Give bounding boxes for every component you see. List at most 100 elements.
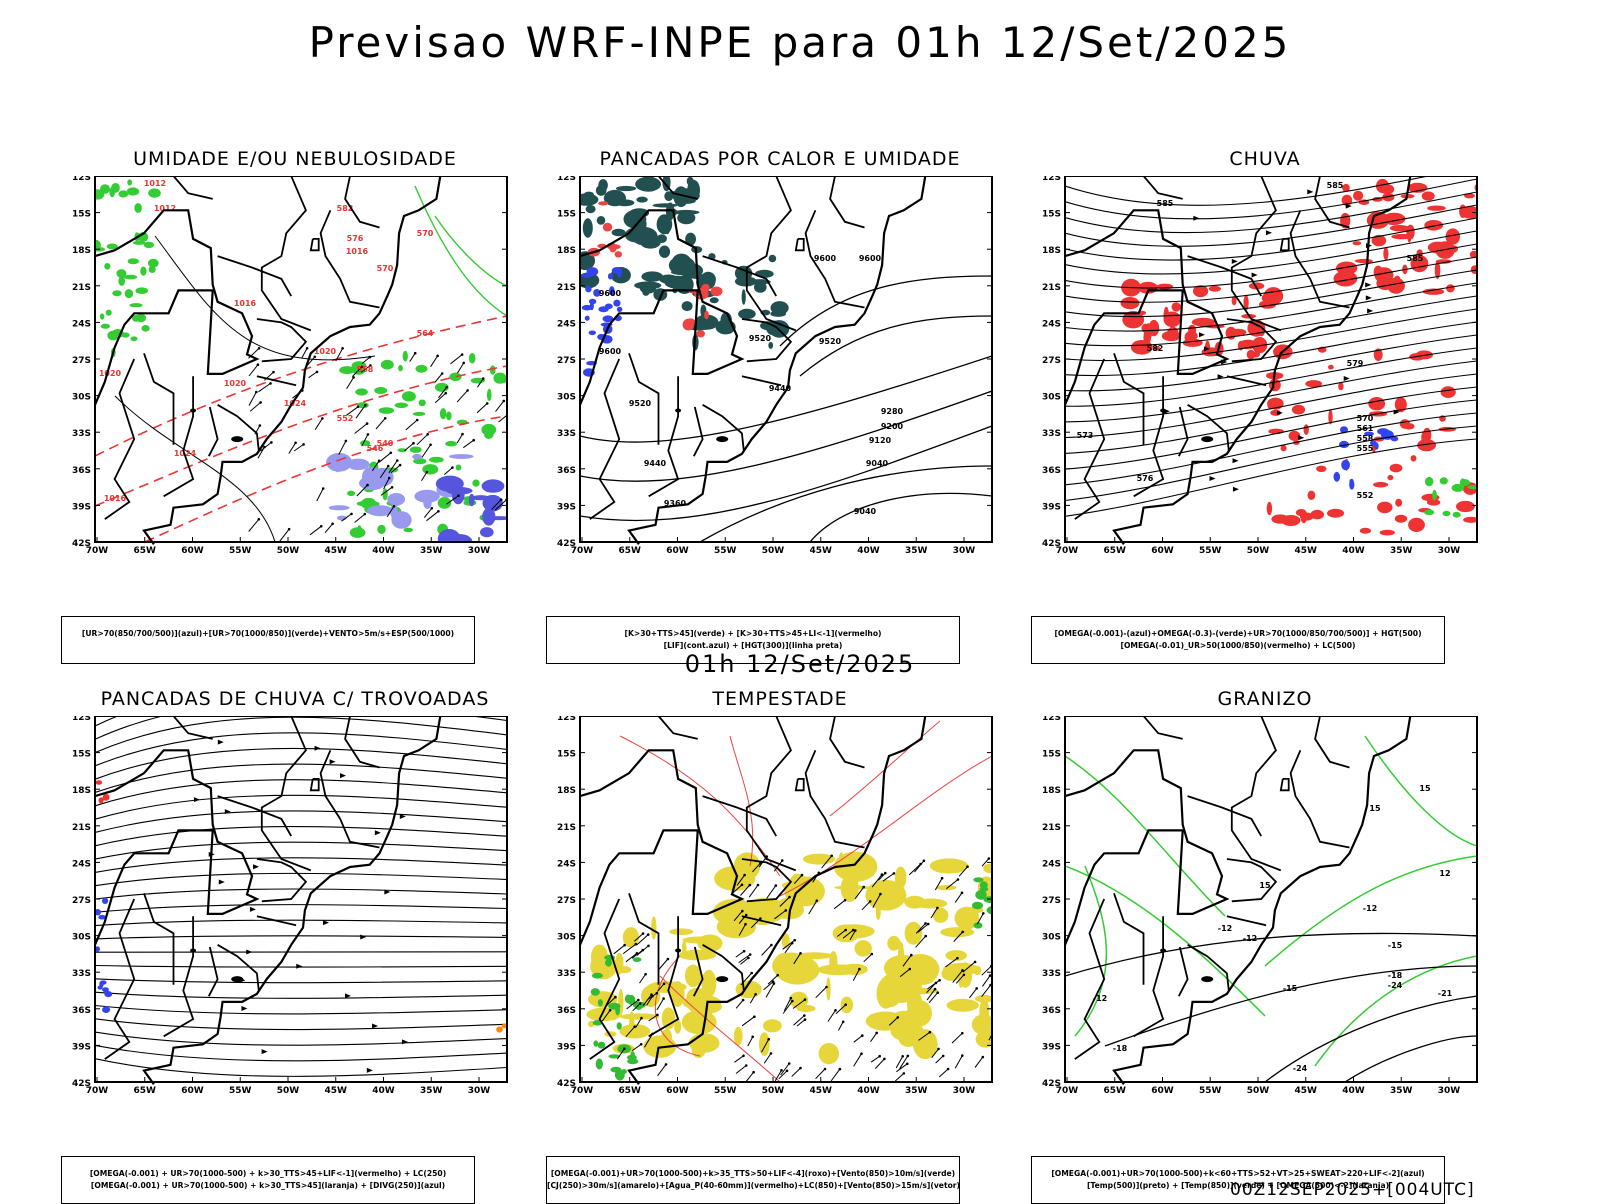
data-layer: 9600 9600 9600 9520 9520 9520 9440 9440 9360 9280… xyxy=(580,176,992,542)
shaded-cell xyxy=(760,321,776,331)
lat-tick-label: 42S xyxy=(1042,1079,1061,1089)
wind-vector-head xyxy=(878,1054,881,1058)
contour-label: 585 xyxy=(1407,254,1424,263)
shaded-cell xyxy=(671,253,692,271)
wind-vector xyxy=(988,1033,992,1041)
shaded-cell xyxy=(105,309,112,316)
wind-vector-head xyxy=(982,912,985,915)
shaded-cell xyxy=(605,958,612,967)
shaded-cell xyxy=(685,318,696,326)
panel-legend: [OMEGA(-0.001)+UR>70(1000-500)+k>35_TTS>… xyxy=(546,1156,960,1204)
streamline xyxy=(95,919,507,927)
shaded-cell xyxy=(712,898,756,926)
shaded-cell xyxy=(675,200,680,206)
streamline xyxy=(1065,373,1477,439)
shaded-cell xyxy=(1439,477,1448,485)
shaded-cell xyxy=(826,977,831,1001)
wind-vector-head xyxy=(257,518,261,521)
shaded-cell xyxy=(1380,184,1395,195)
wind-vector xyxy=(928,992,939,1004)
shaded-cell xyxy=(472,479,480,487)
shaded-cell xyxy=(741,289,746,305)
wind-vector-head xyxy=(350,512,353,516)
wind-vector-head xyxy=(640,1016,643,1020)
wind-vector-head xyxy=(753,1015,756,1018)
wind-vector-head xyxy=(800,873,804,877)
wind-vector xyxy=(849,930,856,941)
lon-tick-label: 35W xyxy=(420,1086,443,1096)
shaded-cell xyxy=(887,935,901,951)
shaded-cell xyxy=(1156,283,1174,290)
shaded-cell xyxy=(1470,265,1477,274)
wind-vector xyxy=(931,1048,939,1059)
wind-vector-head xyxy=(413,351,417,355)
shaded-cell xyxy=(380,359,394,370)
shaded-cell xyxy=(98,797,104,803)
lon-tick-label: 45W xyxy=(810,1086,833,1096)
wind-vector xyxy=(917,923,929,933)
contour-label: 540 xyxy=(377,439,394,448)
shaded-cell xyxy=(840,874,859,902)
contour-label: 1016 xyxy=(104,494,127,503)
lat-tick-label: 12S xyxy=(1042,716,1061,723)
contour-line xyxy=(1065,932,1477,977)
wind-vector-head xyxy=(799,1066,802,1070)
lat-tick-label: 21S xyxy=(72,283,91,293)
wind-vector-head xyxy=(750,971,753,975)
map-frame xyxy=(1064,716,1478,1083)
streamline xyxy=(1065,243,1477,289)
shaded-cell xyxy=(1263,287,1284,305)
lon-tick-label: 60W xyxy=(181,1086,204,1096)
shaded-area-group xyxy=(496,1023,507,1033)
panel-umidade: UMIDADE E/OU NEBULOSIDADE 1012 1012 1016 10… xyxy=(45,148,545,664)
contour-line xyxy=(414,185,507,317)
wind-vector xyxy=(833,899,846,910)
shaded-cell xyxy=(132,315,140,322)
wind-vector-head xyxy=(741,909,744,913)
shaded-cell xyxy=(973,877,984,883)
wind-vector-head xyxy=(752,1070,755,1074)
wind-vector-head xyxy=(321,487,325,490)
wind-vector-head xyxy=(780,1069,783,1072)
wind-vector xyxy=(301,348,308,359)
wind-vector-head xyxy=(614,995,617,999)
contour-line xyxy=(1065,865,1266,1017)
lon-tick-label: 50W xyxy=(1247,1086,1270,1096)
wind-vector xyxy=(854,886,865,900)
streamline-arrow xyxy=(261,1049,268,1055)
lon-tick-label: 60W xyxy=(1151,1086,1174,1096)
shaded-cell xyxy=(489,365,496,375)
lon-tick-label: 50W xyxy=(762,1086,785,1096)
shaded-cell xyxy=(143,241,155,249)
shaded-cell xyxy=(132,240,146,245)
wind-vector-head xyxy=(769,1052,773,1055)
wind-vector-head xyxy=(823,1067,827,1071)
state-border xyxy=(657,716,698,740)
wind-vector xyxy=(815,1068,826,1080)
shaded-cell xyxy=(652,203,678,208)
state-border xyxy=(692,406,704,457)
contour-label: 9600 xyxy=(859,254,882,263)
shaded-cell xyxy=(1341,459,1350,471)
shaded-cell xyxy=(1310,509,1324,520)
wind-vector-head xyxy=(883,1057,886,1061)
shaded-cell xyxy=(684,964,702,988)
shaded-cell xyxy=(102,793,110,801)
streamline xyxy=(1065,191,1477,234)
lat-tick-label: 33S xyxy=(557,969,576,979)
wind-vector-head xyxy=(744,913,748,917)
state-border xyxy=(1187,404,1230,451)
wind-vector xyxy=(853,1035,863,1043)
contour-label: 1016 xyxy=(234,299,257,308)
contour-label: 582 xyxy=(337,204,354,213)
legend-line: [OMEGA(-0.001) + UR>70(1000-500) + k>30_… xyxy=(89,1169,447,1178)
contour-line xyxy=(809,492,992,542)
streamline-arrow xyxy=(249,906,256,912)
contour-line xyxy=(434,215,507,287)
wind-vector-head xyxy=(936,906,939,910)
shaded-cell xyxy=(397,448,407,453)
streamline xyxy=(1065,334,1477,392)
wind-vector xyxy=(783,997,792,1011)
streamline-arrow xyxy=(1198,332,1205,338)
